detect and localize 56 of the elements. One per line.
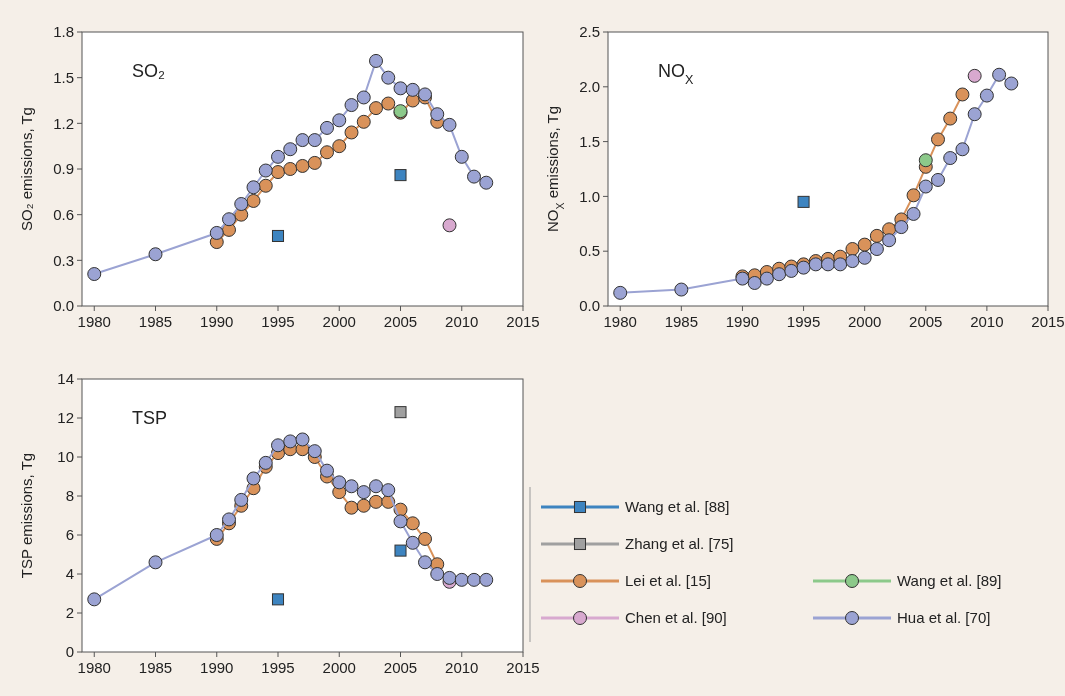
x-tick-label: 2000	[322, 313, 356, 330]
y-tick-label: 1.2	[53, 114, 74, 132]
x-tick-label: 1980	[77, 313, 111, 330]
legend-label: Hua et al. [70]	[897, 609, 991, 627]
y-tick-label: 2.5	[579, 23, 600, 41]
x-tick-label: 2000	[847, 313, 882, 330]
y-axis-title: SO₂ emissions, Tg	[18, 107, 35, 231]
x-tick-label: 1990	[200, 659, 234, 676]
legend-label: Chen et al. [90]	[625, 609, 727, 627]
y-tick-label: 1.5	[579, 132, 600, 150]
y-tick-label: 0.9	[53, 160, 74, 178]
x-tick-label: 2010	[445, 659, 479, 676]
y-tick-label: 0.5	[579, 242, 600, 260]
y-tick-label: 1.8	[53, 23, 74, 41]
x-tick-label: 1980	[77, 659, 111, 676]
x-tick-label: 2010	[445, 313, 479, 330]
x-tick-label: 1995	[261, 659, 295, 676]
y-tick-label: 10	[57, 448, 74, 466]
y-tick-label: 0.0	[53, 297, 74, 315]
annotation: TSP	[132, 408, 168, 428]
legend-label: Lei et al. [15]	[625, 572, 711, 590]
y-tick-label: 4	[65, 565, 74, 583]
x-tick-label: 1985	[138, 313, 173, 330]
x-tick-label: 2015	[506, 659, 540, 676]
y-axis-title: TSP emissions, Tg	[18, 452, 35, 579]
y-tick-label: 1.5	[53, 68, 74, 86]
x-tick-label: 2005	[909, 313, 943, 330]
y-tick-label: 2.0	[579, 78, 600, 96]
x-tick-label: 1995	[786, 313, 821, 330]
x-tick-label: 2000	[322, 659, 356, 676]
legend-label: Wang et al. [88]	[625, 498, 730, 516]
y-tick-label: 0	[65, 643, 74, 661]
y-tick-label: 0.0	[579, 297, 600, 315]
y-tick-label: 2	[65, 604, 74, 622]
x-tick-label: 2005	[383, 659, 418, 676]
y-tick-label: 0.6	[53, 205, 74, 223]
x-tick-label: 2005	[383, 313, 418, 330]
y-tick-label: 14	[57, 370, 74, 388]
annotation: NO$_{X}$	[658, 61, 694, 87]
x-tick-label: 1980	[603, 313, 637, 330]
x-tick-label: 1985	[138, 659, 173, 676]
legend-label: Zhang et al. [75]	[625, 535, 734, 553]
x-tick-label: 1985	[664, 313, 699, 330]
x-tick-label: 1990	[725, 313, 760, 330]
x-tick-label: 2010	[970, 313, 1004, 330]
annotation: SO₂	[132, 61, 166, 81]
x-tick-label: 1995	[261, 313, 295, 330]
x-tick-label: 1990	[200, 313, 234, 330]
x-tick-label: 2015	[506, 313, 540, 330]
y-tick-label: 12	[57, 409, 74, 427]
legend-label: Wang et al. [89]	[897, 572, 1002, 590]
y-tick-label: 1.0	[579, 187, 600, 205]
y-tick-label: 8	[65, 487, 74, 505]
y-tick-label: 6	[65, 526, 74, 544]
y-tick-label: 0.3	[53, 251, 74, 269]
x-tick-label: 2015	[1031, 313, 1065, 330]
